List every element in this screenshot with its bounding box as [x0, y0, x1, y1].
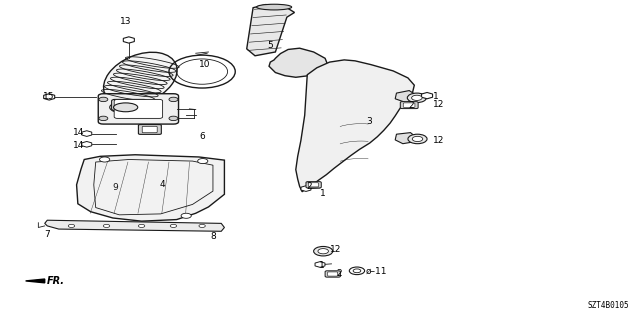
Circle shape — [68, 224, 75, 227]
Text: 12: 12 — [433, 100, 445, 109]
Polygon shape — [246, 4, 294, 56]
Circle shape — [318, 249, 328, 254]
Text: FR.: FR. — [47, 276, 65, 286]
FancyBboxPatch shape — [403, 103, 415, 108]
Polygon shape — [44, 94, 54, 100]
Circle shape — [99, 97, 108, 102]
Polygon shape — [82, 141, 92, 147]
Polygon shape — [296, 60, 414, 192]
Text: 6: 6 — [199, 132, 205, 141]
Circle shape — [138, 224, 145, 227]
Circle shape — [198, 159, 208, 164]
Circle shape — [408, 134, 427, 144]
FancyBboxPatch shape — [99, 94, 179, 124]
Text: 2: 2 — [408, 100, 413, 110]
Text: 9: 9 — [112, 182, 118, 191]
Text: 4: 4 — [159, 180, 164, 189]
Circle shape — [103, 224, 109, 227]
Circle shape — [99, 116, 108, 121]
Polygon shape — [82, 131, 92, 137]
Circle shape — [314, 247, 333, 256]
Polygon shape — [301, 186, 311, 191]
Text: 12: 12 — [433, 136, 445, 145]
Text: 14: 14 — [74, 141, 85, 150]
Circle shape — [169, 97, 178, 102]
Text: 1: 1 — [319, 261, 324, 270]
FancyBboxPatch shape — [308, 183, 319, 187]
Circle shape — [100, 157, 109, 162]
Text: 12: 12 — [330, 245, 341, 254]
Polygon shape — [269, 48, 328, 77]
FancyBboxPatch shape — [328, 272, 338, 276]
FancyBboxPatch shape — [114, 100, 163, 118]
Circle shape — [199, 224, 205, 227]
Text: ø–11: ø–11 — [366, 266, 387, 275]
Polygon shape — [26, 279, 45, 283]
Text: 2: 2 — [306, 182, 312, 191]
Text: 15: 15 — [44, 92, 55, 101]
Text: 1: 1 — [320, 189, 326, 197]
FancyBboxPatch shape — [142, 126, 157, 133]
Text: 7: 7 — [44, 230, 50, 239]
Polygon shape — [45, 220, 225, 231]
Circle shape — [349, 267, 365, 275]
Text: 13: 13 — [120, 18, 131, 26]
Polygon shape — [422, 93, 433, 99]
Polygon shape — [124, 37, 134, 43]
Ellipse shape — [257, 4, 292, 10]
Ellipse shape — [104, 52, 177, 106]
Polygon shape — [395, 133, 415, 144]
Circle shape — [170, 224, 177, 227]
FancyBboxPatch shape — [325, 271, 340, 277]
FancyBboxPatch shape — [138, 124, 161, 134]
Polygon shape — [315, 262, 325, 267]
Circle shape — [412, 95, 422, 100]
Text: 3: 3 — [366, 117, 372, 126]
Polygon shape — [77, 155, 225, 221]
Text: 2: 2 — [336, 270, 342, 278]
Text: 8: 8 — [211, 232, 216, 241]
Circle shape — [407, 93, 426, 103]
Text: 5: 5 — [268, 41, 273, 49]
Text: SZT4B0105: SZT4B0105 — [588, 301, 629, 310]
Circle shape — [181, 213, 191, 218]
Circle shape — [169, 116, 178, 121]
Text: 10: 10 — [199, 60, 211, 69]
Ellipse shape — [113, 103, 138, 112]
Text: 14: 14 — [74, 129, 85, 137]
FancyBboxPatch shape — [306, 182, 321, 188]
Circle shape — [412, 136, 423, 142]
Polygon shape — [395, 91, 415, 103]
FancyBboxPatch shape — [111, 100, 147, 110]
Text: 1: 1 — [433, 92, 439, 101]
FancyBboxPatch shape — [400, 102, 418, 108]
